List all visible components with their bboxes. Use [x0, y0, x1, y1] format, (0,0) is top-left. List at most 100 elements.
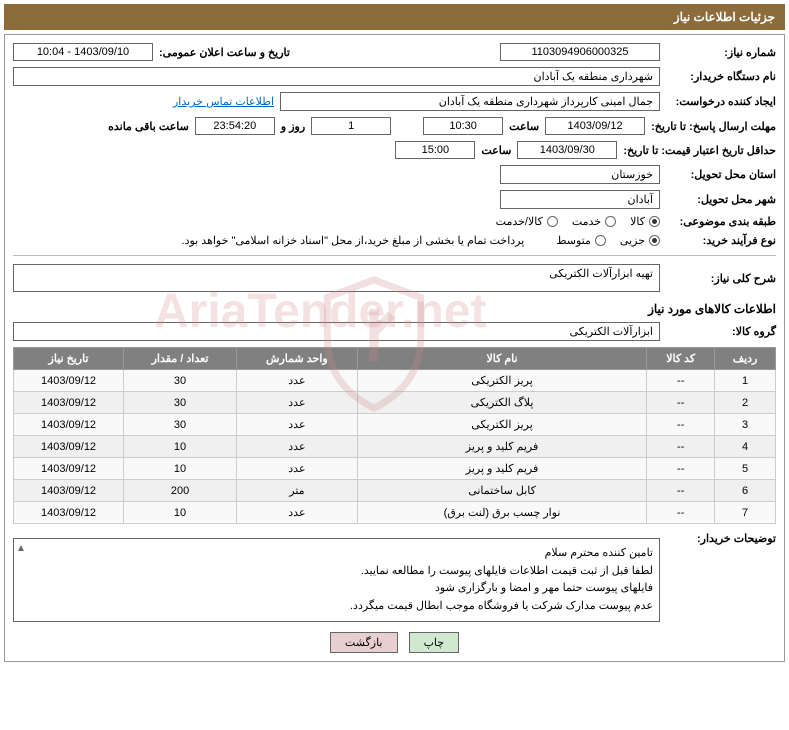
treasury-note: پرداخت تمام یا بخشی از مبلغ خرید،از محل … — [182, 234, 525, 247]
th-row: ردیف — [715, 348, 776, 370]
deadline-time: 10:30 — [423, 117, 503, 135]
announce-dt-label: تاریخ و ساعت اعلان عمومی: — [159, 46, 290, 59]
announce-dt-value: 1403/09/10 - 10:04 — [13, 43, 153, 61]
th-date: تاریخ نیاز — [14, 348, 124, 370]
watermark-shield-icon — [314, 274, 434, 414]
buyer-org-value: شهرداری منطقه یک آبادان — [13, 67, 660, 86]
radio-icon — [649, 235, 660, 246]
table-cell: -- — [647, 392, 715, 414]
time-label-2: ساعت — [481, 144, 511, 157]
table-cell: 1403/09/12 — [14, 480, 124, 502]
table-row: 3--پریز الکتریکیعدد301403/09/12 — [14, 414, 776, 436]
buyer-org-label: نام دستگاه خریدار: — [666, 70, 776, 83]
time-remaining: 23:54:20 — [195, 117, 275, 135]
table-cell: 1403/09/12 — [14, 414, 124, 436]
days-remaining: 1 — [311, 117, 391, 135]
table-cell: 30 — [124, 392, 237, 414]
process-radio-group: جزیی متوسط — [556, 234, 660, 247]
note-line: عدم پیوست مدارک شرکت یا فروشگاه موجب ابط… — [20, 598, 653, 616]
buyer-notes-box: ▲ تامین کننده محترم سلام لطفا قبل از ثبت… — [13, 538, 660, 622]
print-button[interactable]: چاپ — [409, 632, 460, 653]
table-cell: عدد — [237, 502, 358, 524]
summary-label: شرح کلی نیاز: — [666, 272, 776, 285]
buyer-notes-label: توضیحات خریدار: — [666, 532, 776, 545]
radio-goods-service-label: کالا/خدمت — [496, 215, 543, 228]
table-cell: 1403/09/12 — [14, 436, 124, 458]
th-code: کد کالا — [647, 348, 715, 370]
row-requester: ایجاد کننده درخواست: جمال امینی کارپرداز… — [13, 92, 776, 111]
need-no-label: شماره نیاز: — [666, 46, 776, 59]
table-cell: 6 — [715, 480, 776, 502]
radio-icon — [547, 216, 558, 227]
table-cell: نوار چسب برق (لنت برق) — [357, 502, 647, 524]
row-notes: توضیحات خریدار: ▲ تامین کننده محترم سلام… — [13, 532, 776, 622]
table-cell: عدد — [237, 436, 358, 458]
validity-label: حداقل تاریخ اعتبار قیمت: تا تاریخ: — [623, 144, 776, 157]
table-cell: 10 — [124, 436, 237, 458]
requester-value: جمال امینی کارپرداز شهرداری منطقه یک آبا… — [280, 92, 660, 111]
radio-service-label: خدمت — [572, 215, 601, 228]
header-title: جزئیات اطلاعات نیاز — [674, 10, 775, 24]
table-cell: 1403/09/12 — [14, 370, 124, 392]
radio-medium-label: متوسط — [556, 234, 591, 247]
note-line: تامین کننده محترم سلام — [20, 545, 653, 563]
validity-date: 1403/09/30 — [517, 141, 617, 159]
table-cell: 3 — [715, 414, 776, 436]
radio-goods-service[interactable]: کالا/خدمت — [496, 215, 558, 228]
radio-goods[interactable]: کالا — [630, 215, 660, 228]
requester-label: ایجاد کننده درخواست: — [666, 95, 776, 108]
table-row: 6--کابل ساختمانیمتر2001403/09/12 — [14, 480, 776, 502]
need-no-value: 1103094906000325 — [500, 43, 660, 61]
table-cell: 1403/09/12 — [14, 458, 124, 480]
divider — [13, 255, 776, 256]
buyer-contact-link[interactable]: اطلاعات تماس خریدار — [173, 95, 274, 108]
table-cell: -- — [647, 458, 715, 480]
radio-goods-label: کالا — [630, 215, 645, 228]
table-cell: -- — [647, 502, 715, 524]
table-cell: عدد — [237, 414, 358, 436]
note-line: فایلهای پیوست حتما مهر و امضا و بارگزاری… — [20, 580, 653, 598]
radio-icon — [649, 216, 660, 227]
table-row: 5--فریم کلید و پریزعدد101403/09/12 — [14, 458, 776, 480]
th-qty: تعداد / مقدار — [124, 348, 237, 370]
row-validity: حداقل تاریخ اعتبار قیمت: تا تاریخ: 1403/… — [13, 141, 776, 159]
note-line: لطفا قبل از ثبت قیمت اطلاعات فایلهای پیو… — [20, 563, 653, 581]
row-process: نوع فرآیند خرید: جزیی متوسط پرداخت تمام … — [13, 234, 776, 247]
radio-icon — [605, 216, 616, 227]
city-label: شهر محل تحویل: — [666, 193, 776, 206]
table-cell: 30 — [124, 370, 237, 392]
deadline-date: 1403/09/12 — [545, 117, 645, 135]
table-cell: 7 — [715, 502, 776, 524]
radio-small-label: جزیی — [620, 234, 645, 247]
row-category: طبقه بندی موضوعی: کالا خدمت کالا/خدمت — [13, 215, 776, 228]
deadline-label: مهلت ارسال پاسخ: تا تاریخ: — [651, 120, 776, 133]
table-cell: 2 — [715, 392, 776, 414]
button-row: چاپ بازگشت — [13, 632, 776, 653]
validity-time: 15:00 — [395, 141, 475, 159]
scroll-up-icon[interactable]: ▲ — [16, 541, 26, 557]
process-label: نوع فرآیند خرید: — [666, 234, 776, 247]
row-deadline: مهلت ارسال پاسخ: تا تاریخ: 1403/09/12 سا… — [13, 117, 776, 135]
table-cell: -- — [647, 370, 715, 392]
radio-small[interactable]: جزیی — [620, 234, 660, 247]
table-cell: 1 — [715, 370, 776, 392]
table-cell: 200 — [124, 480, 237, 502]
days-and: روز و — [281, 120, 305, 133]
table-cell: 5 — [715, 458, 776, 480]
row-need-no: شماره نیاز: 1103094906000325 تاریخ و ساع… — [13, 43, 776, 61]
radio-icon — [595, 235, 606, 246]
radio-service[interactable]: خدمت — [572, 215, 616, 228]
radio-medium[interactable]: متوسط — [556, 234, 606, 247]
content-wrapper: AriaTender.net شماره نیاز: 1103094906000… — [4, 34, 785, 662]
city-value: آبادان — [500, 190, 660, 209]
table-row: 4--فریم کلید و پریزعدد101403/09/12 — [14, 436, 776, 458]
table-cell: -- — [647, 436, 715, 458]
time-label-1: ساعت — [509, 120, 539, 133]
back-button[interactable]: بازگشت — [330, 632, 398, 653]
province-value: خوزستان — [500, 165, 660, 184]
remaining-label: ساعت باقی مانده — [108, 120, 189, 133]
table-cell: کابل ساختمانی — [357, 480, 647, 502]
table-cell: 30 — [124, 414, 237, 436]
row-city: شهر محل تحویل: آبادان — [13, 190, 776, 209]
group-label: گروه کالا: — [666, 325, 776, 338]
